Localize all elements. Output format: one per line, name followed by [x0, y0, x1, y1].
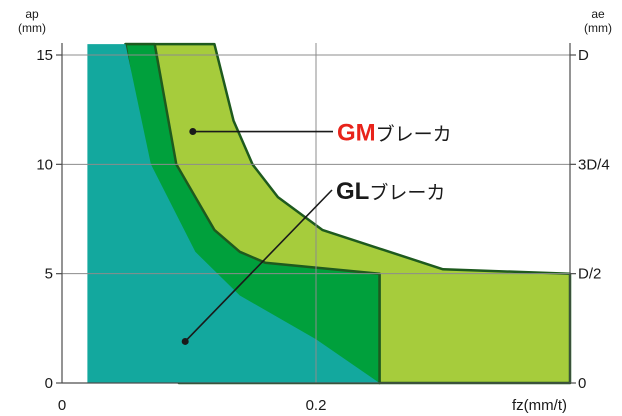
y-axis-left-unit: (mm)	[18, 21, 46, 35]
callout-text-gl: ブレーカ	[369, 181, 445, 204]
x-axis-label: fz(mm/t)	[512, 397, 567, 414]
chart-grid	[62, 43, 570, 383]
callout-strong-gm: GM	[337, 120, 376, 147]
callout-dot-gl	[181, 337, 189, 345]
y-right-tick-label-3: D	[578, 47, 589, 64]
chart-regions	[87, 42, 572, 385]
region-base-region	[87, 44, 380, 383]
y-right-tick-label-1: D/2	[578, 266, 601, 283]
y-left-tick-label-3: 15	[36, 47, 53, 64]
y-left-tick-label-1: 5	[45, 266, 53, 283]
chart-labels: ap (mm) ae (mm) fz(mm/t)	[18, 7, 612, 414]
callout-label-gl: GLブレーカ	[336, 178, 445, 205]
y-right-tick-label-2: 3D/4	[578, 156, 610, 173]
y-axis-right-unit: (mm)	[584, 21, 612, 35]
x-tick-label-1: 0.2	[306, 397, 327, 414]
callout-line-gl	[184, 189, 333, 343]
y-axis-left-label: ap	[25, 7, 39, 21]
y-right-tick-label-0: 0	[578, 375, 586, 392]
callout-label-gm: GMブレーカ	[337, 120, 452, 147]
callout-dot-gm	[189, 128, 197, 136]
chart-axes: 0 5 10 15 0 D/2 3D/4 D 0 0.2	[36, 43, 610, 414]
callout-strong-gl: GL	[336, 178, 369, 205]
y-left-tick-label-2: 10	[36, 156, 53, 173]
x-tick-label-0: 0	[58, 397, 66, 414]
y-axis-right-label: ae	[591, 7, 605, 21]
y-left-tick-label-0: 0	[45, 375, 53, 392]
callout-text-gm: ブレーカ	[376, 123, 452, 146]
